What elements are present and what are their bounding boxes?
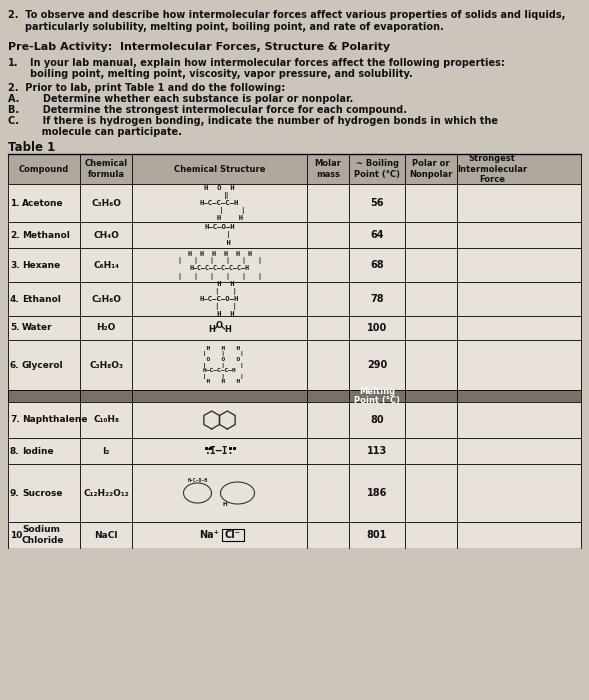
Text: Strongest
Intermolecular
Force: Strongest Intermolecular Force bbox=[457, 154, 527, 184]
Text: boiling point, melting point, viscosity, vapor pressure, and solubility.: boiling point, melting point, viscosity,… bbox=[30, 69, 413, 79]
Text: Iodine: Iodine bbox=[22, 447, 54, 456]
Text: C₆H₁₄: C₆H₁₄ bbox=[93, 260, 119, 270]
Text: 6.: 6. bbox=[10, 360, 19, 370]
Text: H-C-O-H: H-C-O-H bbox=[187, 479, 207, 484]
Text: 290: 290 bbox=[367, 360, 387, 370]
Bar bbox=[8, 184, 581, 222]
Text: Glycerol: Glycerol bbox=[22, 360, 64, 370]
Text: H: H bbox=[208, 326, 215, 335]
Text: Water: Water bbox=[22, 323, 52, 332]
Text: C₃H₈O₃: C₃H₈O₃ bbox=[89, 360, 123, 370]
Text: molecule can participate.: molecule can participate. bbox=[8, 127, 182, 137]
Text: 2.  Prior to lab, print Table 1 and do the following:: 2. Prior to lab, print Table 1 and do th… bbox=[8, 83, 285, 93]
Text: H₂O: H₂O bbox=[97, 323, 115, 332]
Text: 3.: 3. bbox=[10, 260, 19, 270]
Text: 5.: 5. bbox=[10, 323, 19, 332]
Text: Melting
Point (°C): Melting Point (°C) bbox=[354, 386, 400, 405]
Text: C₁₂H₂₂O₁₂: C₁₂H₂₂O₁₂ bbox=[83, 489, 129, 498]
Text: Sodium
Chloride: Sodium Chloride bbox=[22, 525, 65, 545]
Text: Na⁺: Na⁺ bbox=[200, 530, 220, 540]
Text: CH₄O: CH₄O bbox=[93, 230, 119, 239]
Text: Polar or
Nonpolar: Polar or Nonpolar bbox=[409, 160, 453, 178]
Text: Table 1: Table 1 bbox=[8, 141, 55, 154]
Bar bbox=[8, 248, 581, 282]
Text: NaCl: NaCl bbox=[94, 531, 118, 540]
Text: :I–I:: :I–I: bbox=[205, 446, 234, 456]
Text: In your lab manual, explain how intermolecular forces affect the following prope: In your lab manual, explain how intermol… bbox=[30, 58, 505, 68]
Text: Compound: Compound bbox=[19, 164, 69, 174]
Bar bbox=[8, 402, 581, 438]
Text: Naphthalene: Naphthalene bbox=[22, 416, 88, 424]
Bar bbox=[8, 464, 581, 522]
Text: H: H bbox=[222, 503, 227, 507]
Text: Ethanol: Ethanol bbox=[22, 295, 61, 304]
Text: A.       Determine whether each substance is polar or nonpolar.: A. Determine whether each substance is p… bbox=[8, 94, 353, 104]
Text: 2.  To observe and describe how intermolecular forces affect various properties : 2. To observe and describe how intermole… bbox=[8, 10, 565, 20]
Text: 801: 801 bbox=[367, 530, 387, 540]
Text: H   H   H
  |    |    |
  O   O   O
  |    |    |
H–C–C–C–H
  |    |    |
  H   : H H H | | | O O O | | | H–C–C–C–H | | | … bbox=[195, 346, 244, 384]
Bar bbox=[8, 390, 581, 402]
Text: ~ Boiling
Point (°C): ~ Boiling Point (°C) bbox=[354, 160, 400, 178]
Text: 113: 113 bbox=[367, 446, 387, 456]
Text: H  H  H  H  H  H
|   |   |   |   |   |
H–C–C–C–C–C–C–H
|   |   |   |   |   |: H H H H H H | | | | | | H–C–C–C–C–C–C–H … bbox=[177, 251, 262, 279]
Bar bbox=[8, 316, 581, 340]
Text: O: O bbox=[216, 321, 223, 330]
Bar bbox=[8, 282, 581, 316]
Text: 7.: 7. bbox=[10, 416, 20, 424]
Bar bbox=[8, 438, 581, 464]
Text: 1.: 1. bbox=[8, 58, 18, 68]
Text: 64: 64 bbox=[370, 230, 384, 240]
Bar bbox=[8, 522, 581, 548]
Text: Methanol: Methanol bbox=[22, 230, 70, 239]
Text: H: H bbox=[224, 326, 231, 335]
Text: particularly solubility, melting point, boiling point, and rate of evaporation.: particularly solubility, melting point, … bbox=[8, 22, 444, 32]
Text: I₂: I₂ bbox=[102, 447, 110, 456]
Bar bbox=[8, 340, 581, 390]
Text: 1.: 1. bbox=[10, 199, 19, 207]
Text: 56: 56 bbox=[370, 198, 384, 208]
Text: C₂H₆O: C₂H₆O bbox=[91, 295, 121, 304]
Text: H  O  H
   ‖
H–C–C–C–H
      |    |
     H    H: H O H ‖ H–C–C–C–H | | H H bbox=[193, 185, 246, 221]
Bar bbox=[8, 154, 581, 184]
Text: 2.: 2. bbox=[10, 230, 19, 239]
Text: B.       Determine the strongest intermolecular force for each compound.: B. Determine the strongest intermolecula… bbox=[8, 105, 407, 115]
Bar bbox=[8, 222, 581, 248]
Text: C₁₀H₈: C₁₀H₈ bbox=[93, 416, 119, 424]
Text: Chemical Structure: Chemical Structure bbox=[174, 164, 265, 174]
Text: H–C–O–H
    |
    H: H–C–O–H | H bbox=[204, 224, 235, 246]
Text: 8.: 8. bbox=[10, 447, 19, 456]
Text: 80: 80 bbox=[370, 415, 384, 425]
Text: Cl⁻: Cl⁻ bbox=[224, 530, 240, 540]
Text: C.       If there is hydrogen bonding, indicate the number of hydrogen bonds in : C. If there is hydrogen bonding, indicat… bbox=[8, 116, 498, 126]
Text: 4.: 4. bbox=[10, 295, 20, 304]
Text: Molar
mass: Molar mass bbox=[315, 160, 342, 178]
Text: Hexane: Hexane bbox=[22, 260, 60, 270]
Text: 9.: 9. bbox=[10, 489, 20, 498]
Text: 10.: 10. bbox=[10, 531, 26, 540]
Text: Chemical
formula: Chemical formula bbox=[84, 160, 128, 178]
Text: Pre-Lab Activity:  Intermolecular Forces, Structure & Polarity: Pre-Lab Activity: Intermolecular Forces,… bbox=[8, 42, 390, 52]
Text: 68: 68 bbox=[370, 260, 384, 270]
Text: 100: 100 bbox=[367, 323, 387, 333]
Bar bbox=[221, 529, 243, 541]
Text: Acetone: Acetone bbox=[22, 199, 64, 207]
Text: C₃H₆O: C₃H₆O bbox=[91, 199, 121, 207]
Text: H  H
   |   |
H–C–C–O–H
   |   |
   H  H: H H | | H–C–C–O–H | | H H bbox=[200, 281, 239, 318]
Text: Sucrose: Sucrose bbox=[22, 489, 62, 498]
Text: 78: 78 bbox=[370, 294, 384, 304]
Text: 186: 186 bbox=[367, 488, 387, 498]
